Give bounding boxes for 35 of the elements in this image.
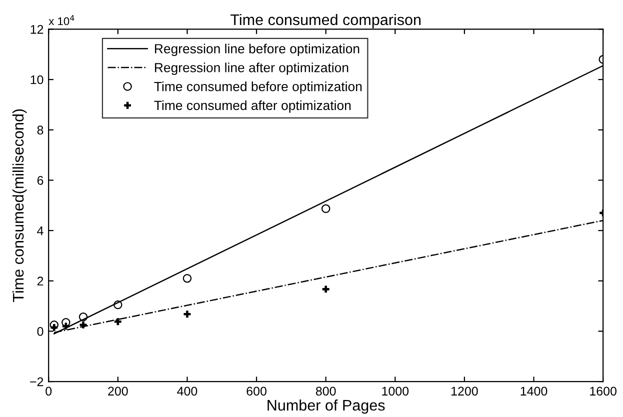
- point: [62, 322, 70, 330]
- legend-label: Regression line after optimization: [154, 62, 348, 75]
- x-tick-label: 1000: [382, 386, 409, 396]
- legend-label: Time consumed after optimization: [154, 100, 351, 113]
- y-tick-label: 2: [37, 276, 44, 286]
- x-tick-label: 200: [108, 386, 128, 396]
- chart-title: Time consumed comparison: [230, 14, 421, 28]
- y-tick-label: 0: [37, 327, 44, 336]
- point: [321, 204, 330, 214]
- legend-label: Time consumed before optimization: [154, 82, 362, 94]
- text: x 10$^{4}$: [48, 15, 74, 26]
- y-axis-title: Time consumed(millisecond): [12, 109, 27, 302]
- point: [114, 318, 122, 326]
- y-tick-label: 8: [37, 126, 44, 135]
- x-tick-label: 800: [316, 386, 336, 396]
- x-tick-label: 1600: [590, 386, 616, 396]
- x-tick-label: 1200: [451, 386, 478, 396]
- point: [78, 312, 88, 322]
- y-tick-label: 6: [37, 176, 44, 185]
- x-tick-label: 400: [177, 386, 198, 396]
- y-tick-label: 10: [30, 75, 44, 84]
- point: [50, 320, 59, 330]
- x-tick-label: 600: [246, 386, 266, 396]
- x-tick-label: 1400: [520, 386, 548, 396]
- legend-label: Regression line before optimization: [154, 44, 360, 56]
- point: [322, 286, 330, 293]
- x-tick-label: 0: [46, 386, 52, 396]
- y-tick-label: −2: [30, 377, 44, 386]
- point: [80, 321, 87, 328]
- point: [182, 274, 192, 283]
- point: [114, 300, 122, 310]
- y-tick-label: 4: [37, 226, 44, 236]
- x-axis-title: Number of Pages: [268, 399, 385, 414]
- point: [184, 310, 191, 318]
- y-tick-label: 12: [30, 24, 44, 34]
